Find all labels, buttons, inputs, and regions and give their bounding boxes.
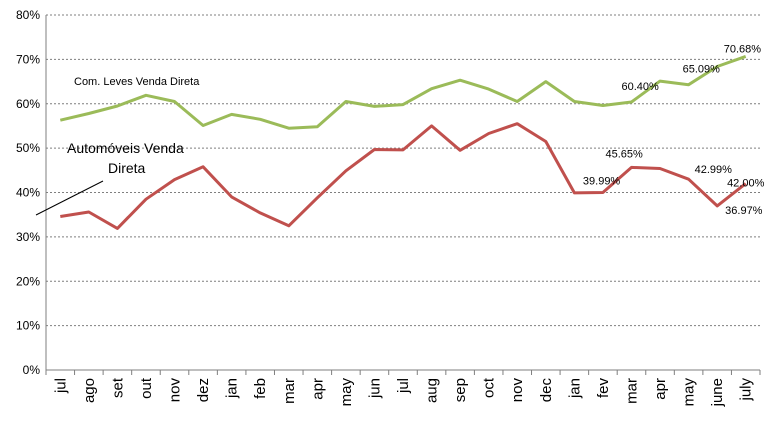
data-label: 70.68% — [724, 43, 762, 55]
gridlines — [46, 14, 760, 327]
x-tick-label: dez — [195, 378, 212, 402]
x-axis-ticks: jul ago set out nov dez jan feb mar apr may jun jul a… — [52, 377, 754, 407]
x-tick-label: july — [738, 378, 755, 402]
y-tick-label: 0% — [23, 363, 41, 377]
y-tick-label: 30% — [16, 230, 40, 244]
y-tick-label: 80% — [16, 8, 40, 22]
series-line-com-leves — [59, 54, 747, 130]
x-tick-label: sep — [452, 378, 469, 402]
red-series-annotation-line1: Automóveis Venda — [67, 140, 184, 156]
x-tick-label: nov — [509, 378, 526, 403]
x-tick-label: may — [338, 378, 355, 407]
x-tick-label: oct — [481, 377, 498, 398]
x-tick-label: jun — [366, 378, 383, 399]
x-tick-label: mar — [281, 378, 298, 404]
x-tick-label: may — [681, 378, 698, 407]
x-tick-label: mar — [623, 378, 640, 404]
x-tick-label: jan — [566, 378, 583, 399]
y-tick-label: 40% — [16, 186, 40, 200]
x-tick-label: apr — [652, 378, 669, 400]
y-tick-label: 60% — [16, 97, 40, 111]
data-label: 42.99% — [695, 164, 733, 176]
x-tick-label: dec — [538, 378, 555, 403]
data-label: 42.00% — [727, 178, 765, 190]
y-tick-label: 10% — [16, 319, 40, 333]
y-tick-label: 20% — [16, 274, 40, 288]
y-axis-ticks: 0% 10% 20% 30% 40% 50% 60% 70% 80% — [16, 8, 40, 377]
data-label: 60.40% — [621, 81, 659, 93]
data-label: 65.09% — [683, 64, 721, 76]
axes — [45, 15, 761, 375]
data-labels: 60.40% 65.09%70.68% 39.99% 45.65% 42.99% 36.9… — [583, 43, 765, 217]
x-tick-label: jul — [52, 378, 69, 394]
x-tick-label: fev — [595, 378, 612, 399]
x-tick-label: june — [709, 378, 726, 407]
series-line-automoveis — [60, 122, 747, 230]
red-series-annotation-line2: Direta — [108, 160, 146, 176]
x-tick-label: jul — [395, 378, 412, 394]
data-label: 39.99% — [583, 176, 621, 188]
x-tick-label: nov — [167, 378, 184, 403]
x-tick-label: set — [109, 377, 126, 398]
x-tick-label: ago — [81, 378, 98, 403]
data-label: 36.97% — [725, 205, 763, 217]
green-series-annotation: Com. Leves Venda Direta — [74, 76, 200, 88]
x-tick-label: out — [138, 377, 155, 399]
x-tick-label: apr — [309, 378, 326, 400]
x-tick-label: jan — [224, 378, 241, 399]
x-tick-label: aug — [424, 378, 441, 403]
y-tick-label: 50% — [16, 141, 40, 155]
data-label: 45.65% — [605, 148, 643, 160]
series-lines — [59, 54, 747, 230]
x-tick-label: feb — [252, 378, 269, 399]
red-series-annotation-leader — [35, 180, 104, 216]
y-tick-label: 70% — [16, 52, 40, 66]
series-annotations: Com. Leves Venda Direta Automóveis Venda… — [35, 76, 200, 216]
